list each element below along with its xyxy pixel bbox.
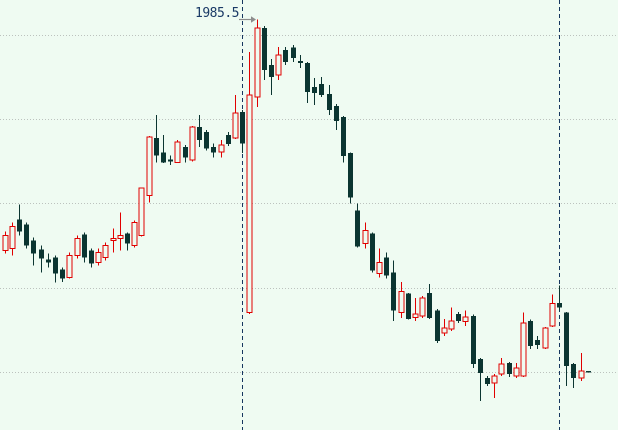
candle-body-up xyxy=(542,327,549,349)
candle-body-up xyxy=(189,126,196,161)
candle-body-up xyxy=(412,313,419,319)
candle-body-up xyxy=(462,316,469,323)
candle-body-down xyxy=(46,259,51,263)
candle-body-down xyxy=(507,363,512,374)
candle-body-down xyxy=(406,293,411,319)
candle-body-up xyxy=(498,363,505,375)
candle-body-up xyxy=(146,136,153,196)
candle-body-down xyxy=(82,234,87,258)
candle-body-down xyxy=(204,132,209,149)
annotation-arrow-icon xyxy=(239,16,256,23)
candle-body-down xyxy=(291,47,296,58)
candle-body-down xyxy=(334,106,339,122)
candle-body-down xyxy=(485,377,490,385)
candle-body-up xyxy=(520,322,527,377)
candle-body-down xyxy=(528,320,533,346)
candle-body-down xyxy=(535,340,540,346)
candle-body-up xyxy=(513,367,520,377)
candle-body-down xyxy=(31,240,36,254)
candle-body-up xyxy=(275,54,282,76)
candle-body-up xyxy=(66,255,73,279)
candle-body-down xyxy=(557,302,562,308)
candle-body-down xyxy=(197,127,202,141)
candle-body-down xyxy=(89,250,94,264)
candle-body-down xyxy=(283,50,288,62)
candle-body-down xyxy=(262,27,267,70)
annotation-price-label: 1985.5 xyxy=(195,6,239,21)
candle-body-down xyxy=(60,269,65,279)
candle-body-down xyxy=(240,112,245,144)
candle-body-down xyxy=(384,257,389,276)
candle-body-down xyxy=(24,224,29,246)
candle-body-down xyxy=(427,292,432,318)
candle-body-up xyxy=(254,27,261,98)
candle-body-down xyxy=(298,60,303,63)
candle-body-down xyxy=(53,257,58,274)
candle-body-up xyxy=(362,229,369,245)
candle-body-down xyxy=(211,147,216,153)
candle-body-down xyxy=(154,138,159,156)
candle-body-down xyxy=(226,135,231,145)
candle-body-down xyxy=(183,147,188,158)
candle-body-up xyxy=(448,320,455,330)
candle-body-down xyxy=(161,152,166,163)
candle-body-down xyxy=(312,87,317,93)
candle-body-down xyxy=(17,219,22,232)
candle-body-up xyxy=(74,238,81,257)
candle-body-up xyxy=(491,375,498,384)
candle-body-up xyxy=(9,225,16,250)
candle-body-down xyxy=(571,363,576,378)
candle-body-down xyxy=(341,117,346,157)
candle-body-up xyxy=(549,303,556,327)
candle-body-down xyxy=(478,359,483,374)
candle-body-up xyxy=(174,141,181,163)
annotation-arrow-shape xyxy=(251,16,256,23)
candle-body-up xyxy=(246,94,253,314)
candle-body-up xyxy=(578,370,585,379)
candle-body-down xyxy=(471,315,476,364)
candle-body-up xyxy=(419,297,426,317)
candle-body-up xyxy=(441,327,448,334)
candle-body-down xyxy=(305,62,310,93)
candle-body-down xyxy=(319,84,324,95)
candle-body-down xyxy=(168,159,173,162)
candle-body-up xyxy=(376,262,383,275)
price-annotation: 1985.5 xyxy=(189,7,239,21)
candle-body-down xyxy=(435,310,440,341)
candle-body-down xyxy=(269,64,274,77)
candle-body-up xyxy=(110,238,117,241)
candle-body-up xyxy=(131,222,138,246)
candle-body-up xyxy=(117,234,124,239)
candle-body-up xyxy=(138,187,145,236)
candle-body-up xyxy=(232,112,239,139)
candle-body-down xyxy=(355,210,360,247)
candle-body-up xyxy=(398,291,405,314)
candle-body-up xyxy=(2,234,9,252)
candle-body-down xyxy=(327,94,332,111)
candle-body-down xyxy=(348,153,353,198)
candle-body-up xyxy=(102,245,109,259)
candle-body-down xyxy=(456,313,461,321)
candle-body-down xyxy=(586,370,591,373)
candle-body-down xyxy=(564,312,569,367)
candle-body-down xyxy=(391,272,396,311)
candle-body-down xyxy=(370,233,375,271)
candle-body-up xyxy=(95,252,102,264)
candle-body-down xyxy=(39,249,44,259)
candle-body-up xyxy=(218,144,225,153)
candle-body-down xyxy=(125,233,130,244)
